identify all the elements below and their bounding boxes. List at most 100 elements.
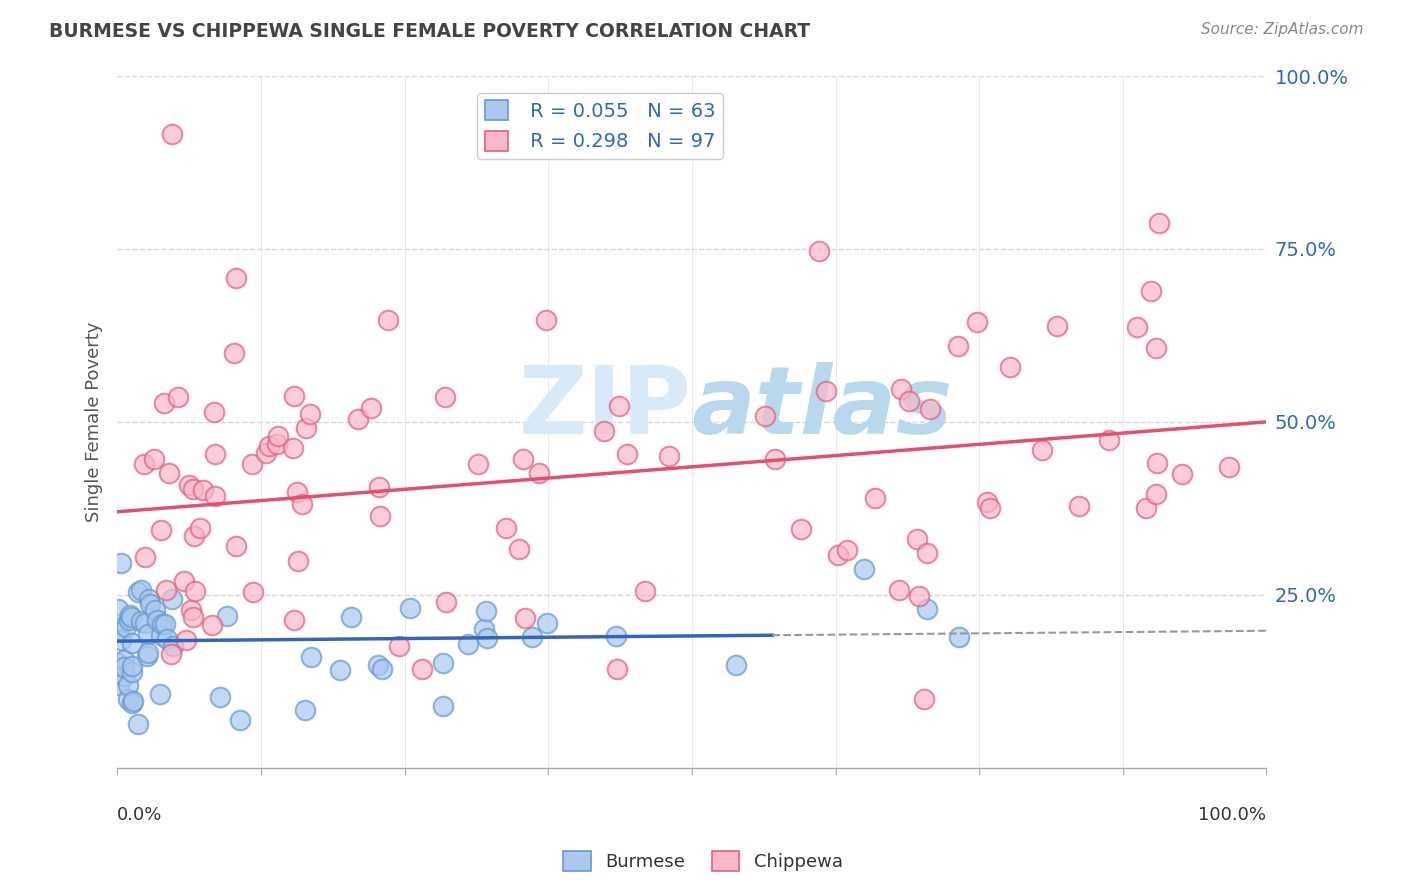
Point: [890, 382, 912, 396]
Point: [294, 703, 316, 717]
Point: [467, 457, 489, 471]
Point: [1218, 460, 1240, 475]
Point: [285, 485, 308, 500]
Legend:  R = 0.055   N = 63,  R = 0.298   N = 97: R = 0.055 N = 63, R = 0.298 N = 97: [477, 93, 723, 159]
Point: [914, 691, 936, 706]
Point: [1000, 359, 1022, 374]
Point: [202, 405, 225, 419]
Point: [457, 637, 479, 651]
Point: [121, 665, 143, 679]
Point: [432, 657, 454, 671]
Point: [121, 636, 143, 650]
Legend: Burmese, Chippewa: Burmese, Chippewa: [557, 844, 849, 879]
Point: [1171, 467, 1194, 482]
Point: [295, 421, 318, 435]
Point: [181, 609, 204, 624]
Point: [607, 399, 630, 413]
Point: [411, 662, 433, 676]
Point: [763, 452, 786, 467]
Point: [536, 616, 558, 631]
Point: [592, 424, 614, 438]
Point: [1031, 443, 1053, 458]
Point: [115, 620, 138, 634]
Point: [267, 429, 290, 443]
Point: [204, 489, 226, 503]
Point: [201, 618, 224, 632]
Point: [240, 457, 263, 471]
Point: [152, 396, 174, 410]
Point: [1125, 319, 1147, 334]
Point: [121, 694, 143, 708]
Point: [508, 541, 530, 556]
Point: [188, 521, 211, 535]
Point: [181, 482, 204, 496]
Point: [898, 393, 921, 408]
Point: [117, 691, 139, 706]
Point: [754, 409, 776, 424]
Point: [183, 529, 205, 543]
Point: [150, 616, 173, 631]
Point: [162, 128, 184, 142]
Point: [183, 584, 205, 599]
Point: [254, 446, 277, 460]
Y-axis label: Single Female Poverty: Single Female Poverty: [86, 322, 103, 522]
Point: [1147, 216, 1170, 230]
Point: [605, 629, 627, 643]
Point: [110, 632, 132, 647]
Point: [287, 554, 309, 568]
Point: [513, 611, 536, 625]
Point: [222, 345, 245, 359]
Point: [475, 631, 498, 645]
Point: [215, 609, 238, 624]
Point: [138, 591, 160, 606]
Point: [209, 690, 232, 705]
Point: [160, 647, 183, 661]
Point: [340, 610, 363, 624]
Point: [1067, 499, 1090, 513]
Point: [432, 698, 454, 713]
Point: [520, 630, 543, 644]
Point: [283, 389, 305, 403]
Point: [155, 632, 177, 646]
Point: [534, 313, 557, 327]
Point: [143, 452, 166, 467]
Point: [118, 613, 141, 627]
Point: [135, 649, 157, 664]
Point: [367, 658, 389, 673]
Point: [808, 244, 831, 259]
Point: [177, 478, 200, 492]
Point: [915, 602, 938, 616]
Point: [139, 597, 162, 611]
Point: [368, 508, 391, 523]
Point: [979, 500, 1001, 515]
Point: [633, 584, 655, 599]
Point: [1146, 456, 1168, 470]
Point: [136, 627, 159, 641]
Point: [853, 562, 876, 576]
Point: [658, 449, 681, 463]
Point: [155, 582, 177, 597]
Point: [121, 659, 143, 673]
Point: [112, 669, 135, 683]
Point: [398, 601, 420, 615]
Point: [134, 616, 156, 631]
Point: [127, 585, 149, 599]
Point: [434, 595, 457, 609]
Point: [283, 613, 305, 627]
Point: [329, 663, 352, 677]
Point: [863, 491, 886, 506]
Point: [120, 610, 142, 624]
Point: [920, 401, 942, 416]
Point: [616, 447, 638, 461]
Text: ZIP: ZIP: [519, 362, 692, 454]
Point: [121, 696, 143, 710]
Point: [827, 548, 849, 562]
Point: [112, 653, 135, 667]
Point: [1046, 318, 1069, 333]
Point: [110, 556, 132, 570]
Point: [946, 339, 969, 353]
Point: [347, 412, 370, 426]
Point: [966, 315, 988, 329]
Point: [475, 604, 498, 618]
Point: [1139, 285, 1161, 299]
